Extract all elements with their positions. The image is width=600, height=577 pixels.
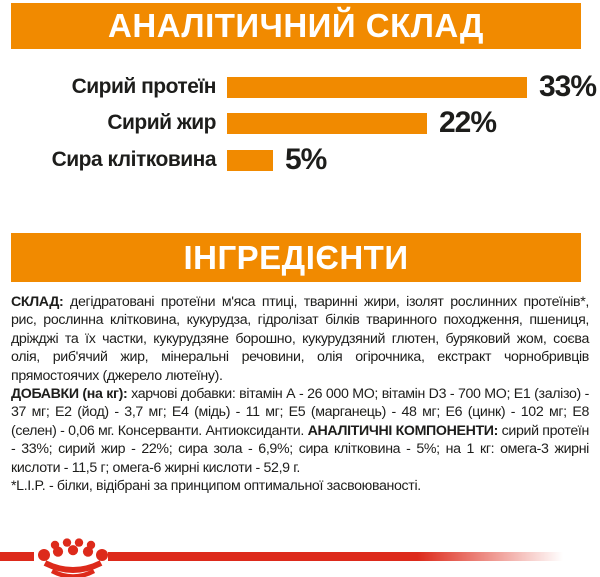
ingredients-section-label: СКЛАД: [11, 294, 71, 310]
ingredients-section-label: ДОБАВКИ (на кг): [11, 386, 132, 403]
ingredients-paragraph: СКЛАД: дегідратовані протеїни м'яса птиц… [11, 293, 589, 385]
ingredients-text-run: харчові добавки: вітамін А - 26 000 МО; … [11, 386, 589, 439]
chart-bar [227, 112, 427, 134]
chart-row: Сирий жир 22% [0, 106, 497, 139]
ingredients-title: ІНГРЕДІЄНТИ [183, 238, 409, 276]
royal-canin-crown-icon [38, 538, 108, 577]
chart-value-label: 5% [285, 143, 327, 176]
chart-category-label: Сира клітковина [51, 148, 217, 171]
ingredients-section-label: АНАЛІТИЧНІ КОМПОНЕНТИ: [307, 422, 502, 439]
footer-rule-right [108, 552, 563, 561]
ingredients-paragraph: ДОБАВКИ (на кг): харчові добавки: вітамі… [11, 385, 589, 477]
crown-arcs [43, 560, 103, 577]
ingredients-text: СКЛАД: дегідратовані протеїни м'яса птиц… [11, 293, 589, 495]
chart-category-label: Сирий протеїн [71, 75, 217, 98]
ingredients-paragraph: *L.I.P. - білки, відібрані за принципом … [11, 477, 589, 495]
analytical-composition-chart: Сирий протеїн 33% Сирий жир 22% Сира клітков… [0, 0, 600, 230]
chart-value-label: 22% [439, 106, 497, 139]
ingredients-text-run: сирий протеїн - 33%; сирий жир - 22%; си… [11, 422, 590, 476]
chart-bar [227, 149, 273, 171]
analytical-composition-header: АНАЛІТИЧНИЙ СКЛАД [11, 3, 581, 49]
chart-bar [227, 76, 527, 98]
crown-dots [38, 538, 108, 561]
chart-category-label: Сирий жир [107, 111, 216, 134]
chart-row: Сирий протеїн 33% [0, 70, 597, 103]
footer-rule-left [0, 552, 34, 561]
chart-value-label: 33% [539, 70, 597, 103]
analytical-composition-title: АНАЛІТИЧНИЙ СКЛАД [108, 7, 484, 44]
ingredients-header: ІНГРЕДІЄНТИ [11, 233, 581, 282]
ingredients-text-run: *L.I.P. - білки, відібрані за принципом … [11, 478, 421, 495]
chart-row: Сира клітковина 5% [0, 143, 328, 176]
ingredients-text-run: дегідратовані протеїни м'яса птиці, твар… [11, 294, 589, 384]
